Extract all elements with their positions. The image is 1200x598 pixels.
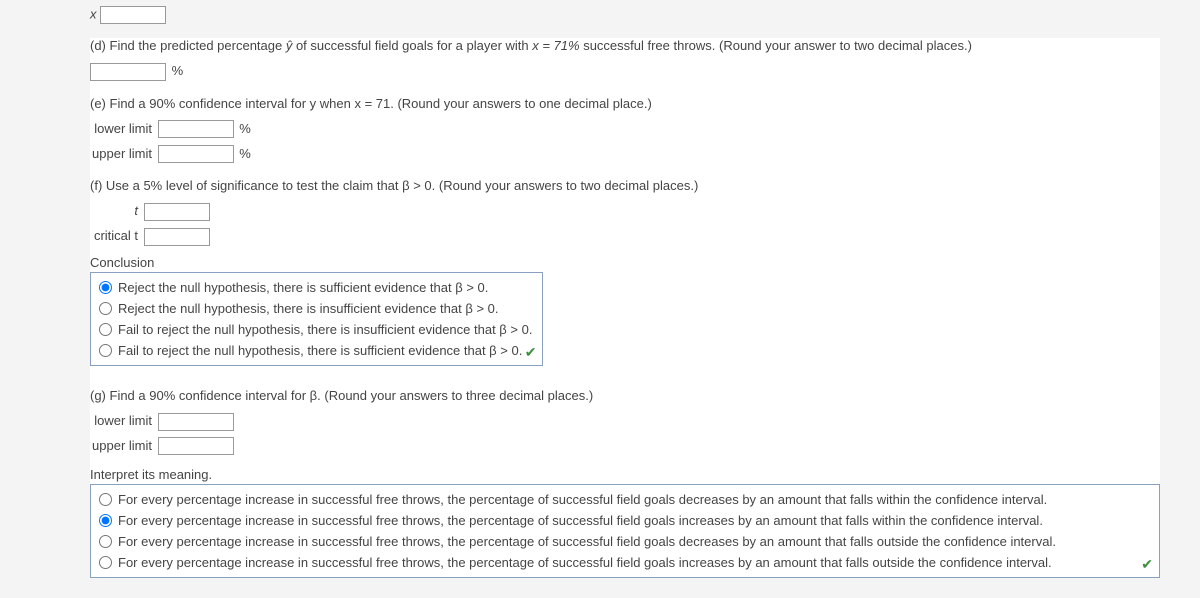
e-lower-unit: % (239, 121, 251, 136)
f-crit-label: critical t (90, 226, 138, 247)
x-input[interactable] (100, 6, 166, 24)
g-option-2[interactable]: For every percentage increase in success… (97, 531, 1151, 552)
f-option-1[interactable]: Reject the null hypothesis, there is ins… (97, 298, 534, 319)
g-text: (g) Find a 90% confidence interval for β… (90, 388, 1160, 403)
f-radio-3[interactable] (99, 344, 112, 357)
g-opt-label-0: For every percentage increase in success… (118, 492, 1047, 507)
g-options-box: For every percentage increase in success… (90, 484, 1160, 578)
var-x-label: x (90, 6, 97, 21)
d-xeq: x = 71% (532, 38, 579, 53)
g-option-1[interactable]: For every percentage increase in success… (97, 510, 1151, 531)
f-option-3[interactable]: Fail to reject the null hypothesis, ther… (97, 340, 534, 361)
check-icon: ✔ (1141, 556, 1153, 573)
g-option-0[interactable]: For every percentage increase in success… (97, 489, 1151, 510)
f-t-input[interactable] (144, 203, 210, 221)
d-text-1: (d) Find the predicted percentage (90, 38, 286, 53)
g-opt-label-3: For every percentage increase in success… (118, 555, 1052, 570)
g-radio-2[interactable] (99, 535, 112, 548)
f-options-box: Reject the null hypothesis, there is suf… (90, 272, 543, 366)
g-radio-0[interactable] (99, 493, 112, 506)
f-opt-label-0: Reject the null hypothesis, there is suf… (118, 280, 488, 295)
g-radio-1[interactable] (99, 514, 112, 527)
f-radio-0[interactable] (99, 281, 112, 294)
e-upper-label: upper limit (90, 144, 152, 165)
f-option-0[interactable]: Reject the null hypothesis, there is suf… (97, 277, 534, 298)
question-page: (d) Find the predicted percentage ŷ of s… (90, 38, 1160, 578)
g-lower-label: lower limit (90, 411, 152, 432)
f-radio-2[interactable] (99, 323, 112, 336)
e-lower-label: lower limit (90, 119, 152, 140)
e-upper-unit: % (239, 146, 251, 161)
f-t-label: t (90, 201, 138, 222)
d-text-2: of successful field goals for a player w… (292, 38, 532, 53)
part-e: (e) Find a 90% confidence interval for y… (90, 96, 1160, 165)
d-unit: % (172, 63, 184, 78)
part-f: (f) Use a 5% level of significance to te… (90, 178, 1160, 366)
e-text: (e) Find a 90% confidence interval for y… (90, 96, 1160, 111)
g-opt-label-1: For every percentage increase in success… (118, 513, 1043, 528)
part-g: (g) Find a 90% confidence interval for β… (90, 388, 1160, 578)
g-opt-label-2: For every percentage increase in success… (118, 534, 1056, 549)
e-upper-input[interactable] (158, 145, 234, 163)
d-text-3: successful free throws. (Round your answ… (580, 38, 972, 53)
g-lower-input[interactable] (158, 413, 234, 431)
f-radio-1[interactable] (99, 302, 112, 315)
f-opt-label-3: Fail to reject the null hypothesis, ther… (118, 343, 522, 358)
check-icon: ✔ (525, 344, 537, 361)
d-answer-input[interactable] (90, 63, 166, 81)
g-option-3[interactable]: For every percentage increase in success… (97, 552, 1151, 573)
f-opt-label-2: Fail to reject the null hypothesis, ther… (118, 322, 532, 337)
g-radio-3[interactable] (99, 556, 112, 569)
part-d: (d) Find the predicted percentage ŷ of s… (90, 38, 1160, 82)
f-option-2[interactable]: Fail to reject the null hypothesis, ther… (97, 319, 534, 340)
f-crit-input[interactable] (144, 228, 210, 246)
g-upper-label: upper limit (90, 436, 152, 457)
f-text: (f) Use a 5% level of significance to te… (90, 178, 1160, 193)
e-lower-input[interactable] (158, 120, 234, 138)
f-opt-label-1: Reject the null hypothesis, there is ins… (118, 301, 499, 316)
g-interpret-label: Interpret its meaning. (90, 467, 1160, 482)
g-upper-input[interactable] (158, 437, 234, 455)
f-conclusion-label: Conclusion (90, 255, 1160, 270)
